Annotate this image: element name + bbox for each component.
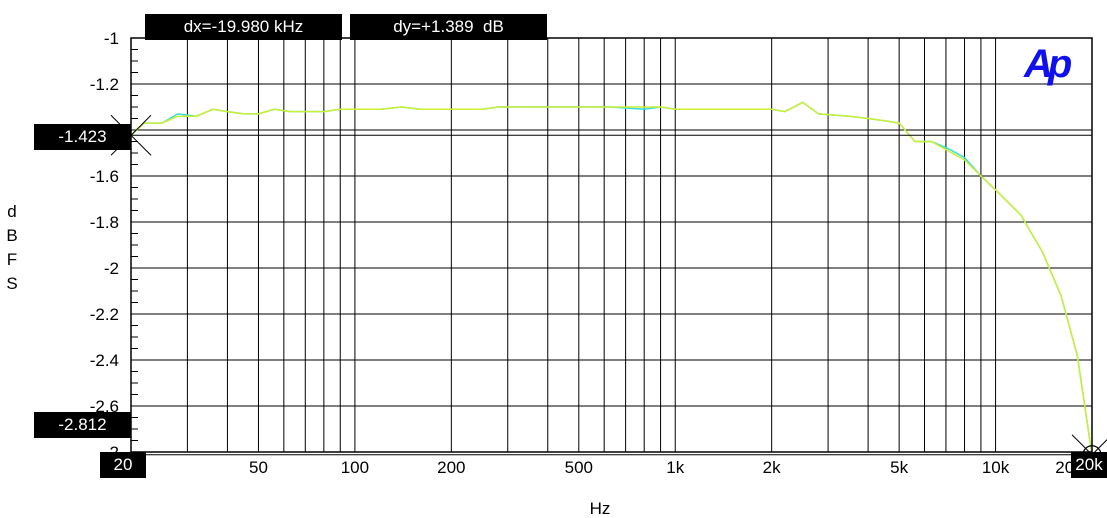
x-tick-label: 10k	[982, 458, 1010, 477]
dx-readout: dx=-19.980 kHz	[145, 14, 342, 40]
x-tick-labels: 50 100 200 500 1k 2k 5k 10k 20k	[249, 458, 1083, 477]
dy-readout: dy=+1.389 dB	[350, 14, 547, 40]
series-line-1	[130, 101, 1093, 455]
x-axis-label: Hz	[589, 499, 611, 518]
y-tick-label: -1.8	[90, 213, 119, 232]
y-tick-label: -2.6	[90, 397, 119, 416]
y-tick-label: -2.2	[90, 305, 119, 324]
x-tick-label: 2k	[763, 458, 781, 477]
x-tick-label: 100	[341, 458, 369, 477]
x-tick-label: 1k	[666, 458, 684, 477]
cursors	[110, 114, 1107, 476]
cursor-x-readout-1: 20	[100, 452, 146, 478]
y-tick-label: -2.4	[90, 351, 119, 370]
y-tick-label: -1.6	[90, 167, 119, 186]
x-tick-label: 500	[565, 458, 593, 477]
grid	[131, 37, 1092, 453]
x-tick-label: 5k	[890, 458, 908, 477]
y-tick-label: -2	[104, 259, 119, 278]
y-tick-label: -1.2	[90, 75, 119, 94]
cursor-y-readout-1: -1.423	[34, 124, 131, 150]
cursor-y-readout-2: -2.812	[34, 412, 131, 438]
plot-frame	[130, 37, 1093, 453]
data-series	[130, 101, 1093, 455]
x-tick-label: 50	[249, 458, 268, 477]
series-line-2	[130, 101, 1093, 455]
ap-logo: Ap	[1024, 42, 1072, 86]
y-tick-labels: -1-1.2-1.6-1.8-2-2.2-2.4-2.6-2	[90, 29, 119, 462]
cursor-x-readout-2: 20k	[1071, 452, 1107, 478]
y-tick-label: -1	[104, 29, 119, 48]
x-tick-label: 200	[437, 458, 465, 477]
